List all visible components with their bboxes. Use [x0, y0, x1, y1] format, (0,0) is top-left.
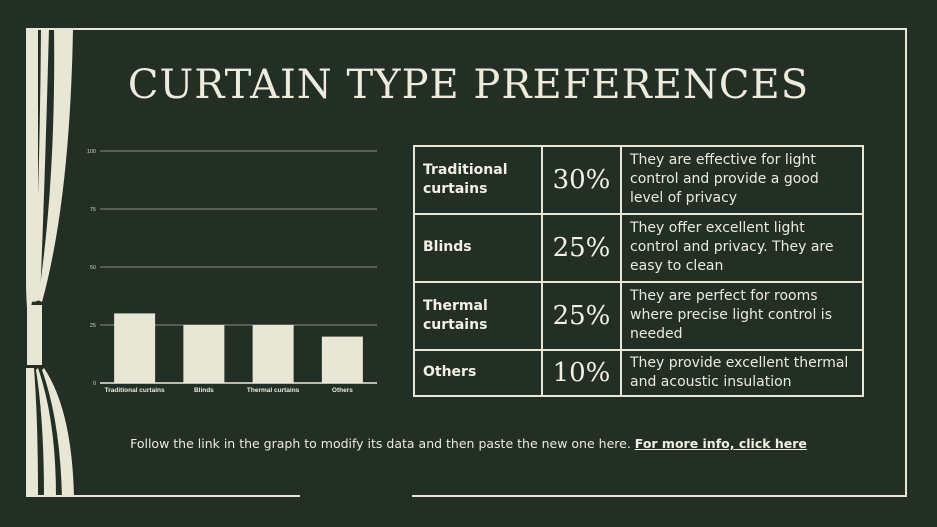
- description-cell: They provide excellent thermal and acous…: [620, 348, 864, 398]
- curtain-decoration: [26, 28, 74, 497]
- y-tick-label: 75: [90, 207, 96, 213]
- y-tick-label: 0: [93, 381, 96, 387]
- bar: [183, 325, 225, 383]
- bar-chart: 0 25 50 75 100 Traditional curtains Blinds Ther…: [87, 149, 377, 394]
- description-cell: They are effective for light control and…: [620, 145, 864, 215]
- footer-note: Follow the link in the graph to modify i…: [0, 436, 937, 451]
- more-info-link[interactable]: For more info, click here: [634, 436, 807, 451]
- page-title: CURTAIN TYPE PREFERENCES: [127, 62, 810, 108]
- info-table: Traditional curtains 30% They are effect…: [413, 145, 864, 398]
- y-tick-label: 100: [87, 149, 96, 155]
- x-tick-label: Blinds: [194, 387, 214, 394]
- table-row: Thermal curtains 25% They are perfect fo…: [413, 280, 864, 351]
- table-row: Others 10% They provide excellent therma…: [413, 348, 864, 398]
- bar: [252, 325, 294, 383]
- percent-cell: 25%: [541, 212, 622, 283]
- footer-text: Follow the link in the graph to modify i…: [130, 436, 631, 451]
- bar: [114, 313, 156, 383]
- description-cell: They are perfect for rooms where precise…: [620, 280, 864, 351]
- bar: [321, 336, 363, 383]
- curtain-type-cell: Traditional curtains: [413, 145, 543, 215]
- x-tick-label: Others: [332, 387, 353, 394]
- table-row: Traditional curtains 30% They are effect…: [413, 145, 864, 215]
- x-tick-label: Traditional curtains: [105, 387, 165, 394]
- table-row: Blinds 25% They offer excellent light co…: [413, 212, 864, 283]
- y-tick-label: 50: [90, 265, 96, 271]
- curtain-type-cell: Blinds: [413, 212, 543, 283]
- curtain-type-cell: Others: [413, 348, 543, 398]
- description-cell: They offer excellent light control and p…: [620, 212, 864, 283]
- frame-gap: [300, 480, 412, 500]
- curtain-type-cell: Thermal curtains: [413, 280, 543, 351]
- x-tick-label: Thermal curtains: [247, 387, 300, 394]
- percent-cell: 10%: [541, 348, 622, 398]
- percent-cell: 30%: [541, 145, 622, 215]
- y-tick-label: 25: [90, 323, 96, 329]
- percent-cell: 25%: [541, 280, 622, 351]
- slide-frame: [37, 28, 907, 497]
